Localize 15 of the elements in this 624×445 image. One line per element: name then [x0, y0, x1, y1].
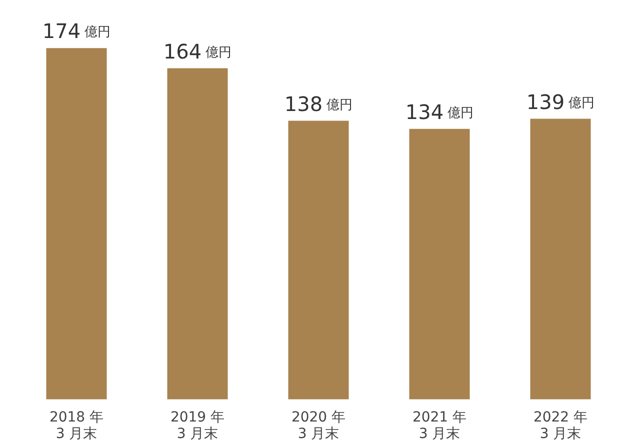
bar — [167, 68, 228, 400]
x-tick-label: 2019 年 3 月末 — [170, 409, 225, 442]
x-tick-label: 2021 年 3 月末 — [412, 409, 467, 442]
bar — [46, 48, 107, 400]
x-tick-label: 2018 年 3 月末 — [49, 409, 104, 442]
bar — [409, 128, 470, 400]
data-label: 139 億円 — [526, 90, 595, 114]
x-tick-label: 2022 年 3 月末 — [533, 409, 588, 442]
data-label: 174 億円 — [42, 19, 111, 44]
data-label: 134 億円 — [405, 100, 474, 124]
x-tick-label: 2020 年 3 月末 — [291, 409, 346, 442]
data-label: 164 億円 — [163, 39, 232, 64]
data-label: 138 億円 — [284, 92, 353, 116]
bar — [530, 118, 591, 400]
bar — [288, 120, 349, 400]
